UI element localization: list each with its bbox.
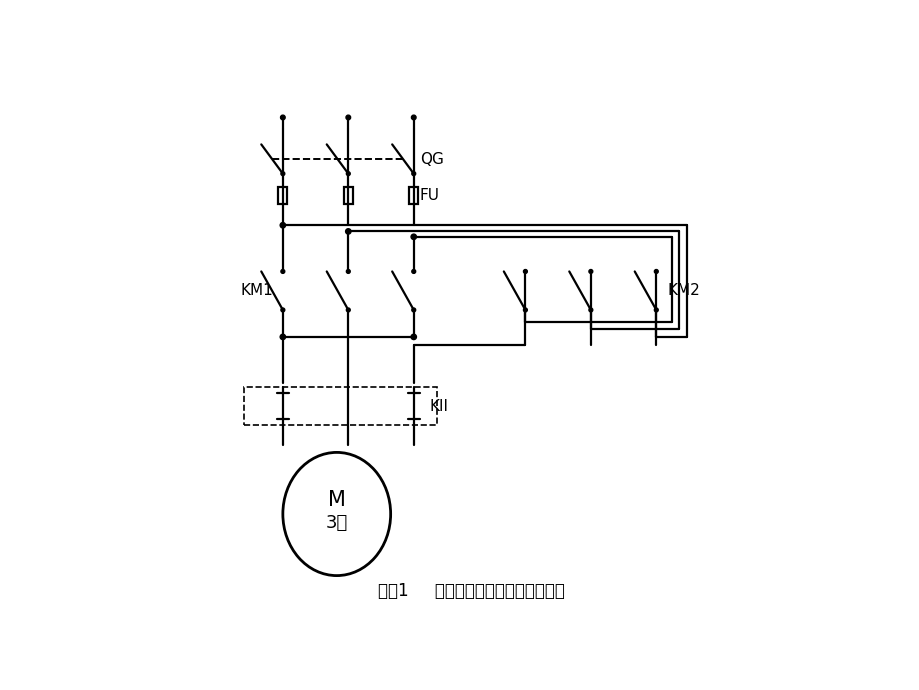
Circle shape <box>280 223 285 228</box>
Circle shape <box>653 270 657 273</box>
Text: KII: KII <box>428 399 448 414</box>
Circle shape <box>523 270 527 273</box>
Text: KM1: KM1 <box>240 283 273 298</box>
Text: 附图1     龙门刨床自动控制电路主回路: 附图1 龙门刨床自动控制电路主回路 <box>378 582 564 600</box>
Circle shape <box>523 308 527 312</box>
Text: M: M <box>327 490 346 510</box>
Circle shape <box>346 172 350 175</box>
Circle shape <box>280 334 285 339</box>
Circle shape <box>346 308 350 312</box>
Circle shape <box>412 270 415 273</box>
Text: QG: QG <box>419 152 443 166</box>
Circle shape <box>412 172 415 175</box>
Bar <box>344 187 353 204</box>
Circle shape <box>588 308 592 312</box>
Text: KM2: KM2 <box>667 283 700 298</box>
Circle shape <box>346 228 351 234</box>
Text: FU: FU <box>419 188 439 203</box>
Circle shape <box>346 270 350 273</box>
Circle shape <box>412 308 415 312</box>
Circle shape <box>653 308 657 312</box>
Text: 3～: 3～ <box>325 514 347 532</box>
Circle shape <box>346 115 350 120</box>
Circle shape <box>411 334 416 339</box>
Bar <box>244 387 437 426</box>
Circle shape <box>280 308 285 312</box>
Bar <box>278 187 287 204</box>
Bar <box>409 187 418 204</box>
Circle shape <box>588 270 592 273</box>
Circle shape <box>411 234 416 239</box>
Circle shape <box>280 270 285 273</box>
Circle shape <box>411 115 415 120</box>
Circle shape <box>280 115 285 120</box>
Circle shape <box>280 172 285 175</box>
